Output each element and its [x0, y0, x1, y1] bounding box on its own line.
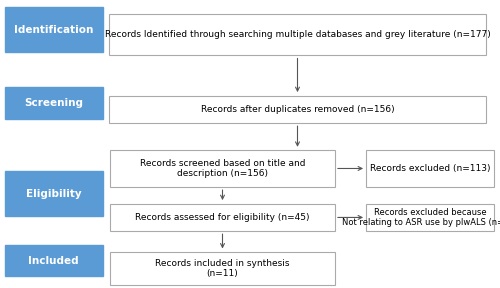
- FancyBboxPatch shape: [108, 96, 486, 123]
- FancyBboxPatch shape: [5, 171, 102, 216]
- FancyBboxPatch shape: [5, 245, 102, 276]
- Text: Eligibility: Eligibility: [26, 189, 82, 199]
- FancyBboxPatch shape: [5, 87, 102, 119]
- FancyBboxPatch shape: [108, 14, 486, 55]
- FancyBboxPatch shape: [366, 150, 494, 187]
- Text: Records after duplicates removed (n=156): Records after duplicates removed (n=156): [200, 105, 394, 114]
- Text: Identification: Identification: [14, 24, 94, 35]
- FancyBboxPatch shape: [5, 7, 102, 52]
- Text: Records excluded (n=113): Records excluded (n=113): [370, 164, 490, 173]
- Text: Records screened based on title and
description (n=156): Records screened based on title and desc…: [140, 159, 305, 178]
- Text: Records included in synthesis
(n=11): Records included in synthesis (n=11): [155, 259, 290, 278]
- Text: Records assessed for eligibility (n=45): Records assessed for eligibility (n=45): [135, 213, 310, 222]
- FancyBboxPatch shape: [110, 252, 335, 285]
- FancyBboxPatch shape: [110, 150, 335, 187]
- FancyBboxPatch shape: [366, 204, 494, 231]
- FancyBboxPatch shape: [110, 204, 335, 231]
- Text: Records Identified through searching multiple databases and grey literature (n=1: Records Identified through searching mul…: [104, 30, 490, 39]
- Text: Records excluded because
Not relating to ASR use by plwALS (n=34): Records excluded because Not relating to…: [342, 208, 500, 227]
- Text: Included: Included: [28, 256, 79, 266]
- Text: Screening: Screening: [24, 98, 83, 108]
